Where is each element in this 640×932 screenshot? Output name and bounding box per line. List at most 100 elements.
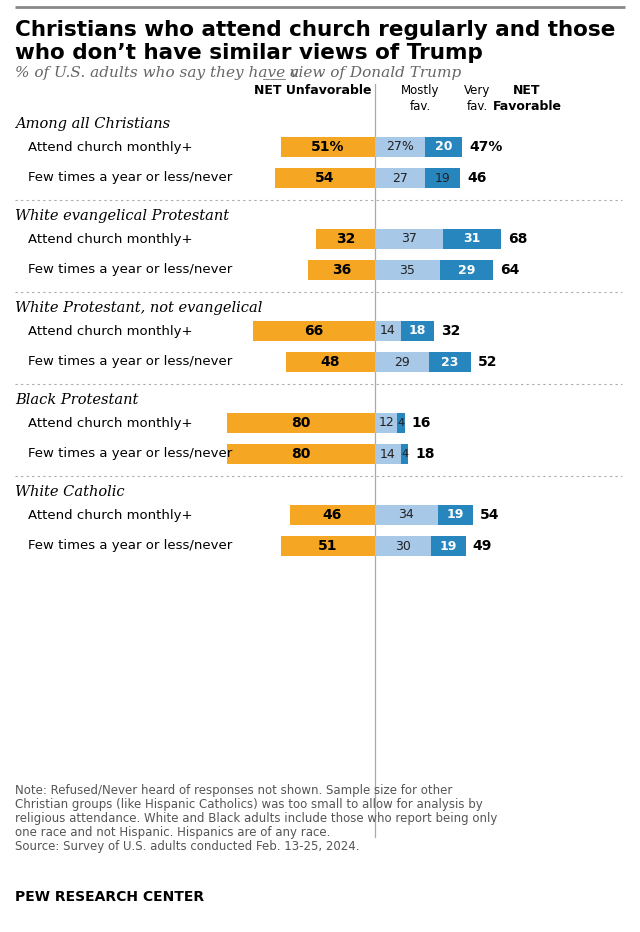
Text: 12: 12 [378,417,394,430]
Text: Attend church monthly+: Attend church monthly+ [28,509,193,522]
Text: 37: 37 [401,232,417,245]
Bar [425,137,462,157]
Text: who don’t have similar views of Trump: who don’t have similar views of Trump [15,43,483,63]
Text: NET Unfavorable: NET Unfavorable [253,84,371,97]
Text: 34: 34 [399,509,414,522]
Text: 51%: 51% [311,140,344,154]
Text: Christian groups (like Hispanic Catholics) was too small to allow for analysis b: Christian groups (like Hispanic Catholic… [15,798,483,811]
Text: 46: 46 [467,171,486,185]
Text: 27: 27 [392,171,408,185]
Text: one race and not Hispanic. Hispanics are of any race.: one race and not Hispanic. Hispanics are… [15,826,330,839]
Text: 14: 14 [380,324,396,337]
Bar [375,505,438,525]
Text: 54: 54 [316,171,335,185]
Bar [375,321,401,341]
Bar [286,352,375,372]
Text: Christians who attend church regularly and those: Christians who attend church regularly a… [15,20,616,40]
Bar [375,260,440,280]
Text: 48: 48 [321,355,340,369]
Text: 27%: 27% [386,141,414,154]
Bar [227,444,375,464]
Bar [431,536,466,556]
Text: PEW RESEARCH CENTER: PEW RESEARCH CENTER [15,890,204,904]
Bar [401,321,434,341]
Text: 30: 30 [395,540,411,553]
Text: 32: 32 [441,324,461,338]
Bar [275,168,375,188]
Text: 23: 23 [441,355,459,368]
Text: Attend church monthly+: Attend church monthly+ [28,324,193,337]
Text: 80: 80 [291,416,310,430]
Text: 18: 18 [409,324,426,337]
Bar [397,413,404,433]
Bar [375,444,401,464]
Text: Few times a year or less/never: Few times a year or less/never [28,171,232,185]
Bar [375,413,397,433]
Text: 29: 29 [394,355,410,368]
Bar [227,413,375,433]
Text: 80: 80 [291,447,310,461]
Text: 31: 31 [463,232,481,245]
Text: White Catholic: White Catholic [15,485,125,499]
Text: religious attendance. White and Black adults include those who report being only: religious attendance. White and Black ad… [15,812,497,825]
Text: Black Protestant: Black Protestant [15,393,138,407]
Bar [375,168,425,188]
Text: 29: 29 [458,264,476,277]
Bar [438,505,473,525]
Bar [440,260,493,280]
Text: Note: Refused/Never heard of responses not shown. Sample size for other: Note: Refused/Never heard of responses n… [15,784,452,797]
Text: 20: 20 [435,141,452,154]
Text: Very
fav.: Very fav. [464,84,490,113]
Bar [290,505,375,525]
Bar [429,352,471,372]
Text: Mostly
fav.: Mostly fav. [401,84,439,113]
Bar [375,352,429,372]
Text: 16: 16 [412,416,431,430]
Text: Few times a year or less/never: Few times a year or less/never [28,540,232,553]
Bar [253,321,375,341]
Text: 49: 49 [473,539,492,553]
Bar [375,536,431,556]
Text: Few times a year or less/never: Few times a year or less/never [28,355,232,368]
Text: Attend church monthly+: Attend church monthly+ [28,417,193,430]
Bar [316,229,375,249]
Bar [425,168,460,188]
Text: 19: 19 [435,171,451,185]
Bar [401,444,408,464]
Text: 19: 19 [440,540,457,553]
Bar [281,137,375,157]
Text: 4: 4 [401,449,408,459]
Text: 51: 51 [318,539,337,553]
Text: 36: 36 [332,263,351,277]
Text: % of U.S. adults who say they have a: % of U.S. adults who say they have a [15,66,304,80]
Bar [444,229,501,249]
Text: 18: 18 [415,447,435,461]
Text: view of Donald Trump: view of Donald Trump [285,66,461,80]
Bar [375,229,444,249]
Text: Attend church monthly+: Attend church monthly+ [28,232,193,245]
Text: Among all Christians: Among all Christians [15,117,170,131]
Text: 4: 4 [397,418,404,428]
Text: 64: 64 [500,263,520,277]
Text: 66: 66 [305,324,324,338]
Text: 54: 54 [480,508,500,522]
Text: Source: Survey of U.S. adults conducted Feb. 13-25, 2024.: Source: Survey of U.S. adults conducted … [15,840,360,853]
Text: 68: 68 [508,232,527,246]
Text: 19: 19 [447,509,464,522]
Text: NET
Favorable: NET Favorable [493,84,561,113]
Text: White Protestant, not evangelical: White Protestant, not evangelical [15,301,262,315]
Text: White evangelical Protestant: White evangelical Protestant [15,209,229,223]
Text: Attend church monthly+: Attend church monthly+ [28,141,193,154]
Text: Few times a year or less/never: Few times a year or less/never [28,447,232,460]
Text: ___: ___ [263,66,286,80]
Text: 52: 52 [478,355,498,369]
Text: 47%: 47% [469,140,502,154]
Text: 35: 35 [399,264,415,277]
Text: Few times a year or less/never: Few times a year or less/never [28,264,232,277]
Text: 14: 14 [380,447,396,460]
Text: 32: 32 [336,232,355,246]
Bar [281,536,375,556]
Text: 46: 46 [323,508,342,522]
Bar [375,137,425,157]
Bar [308,260,375,280]
